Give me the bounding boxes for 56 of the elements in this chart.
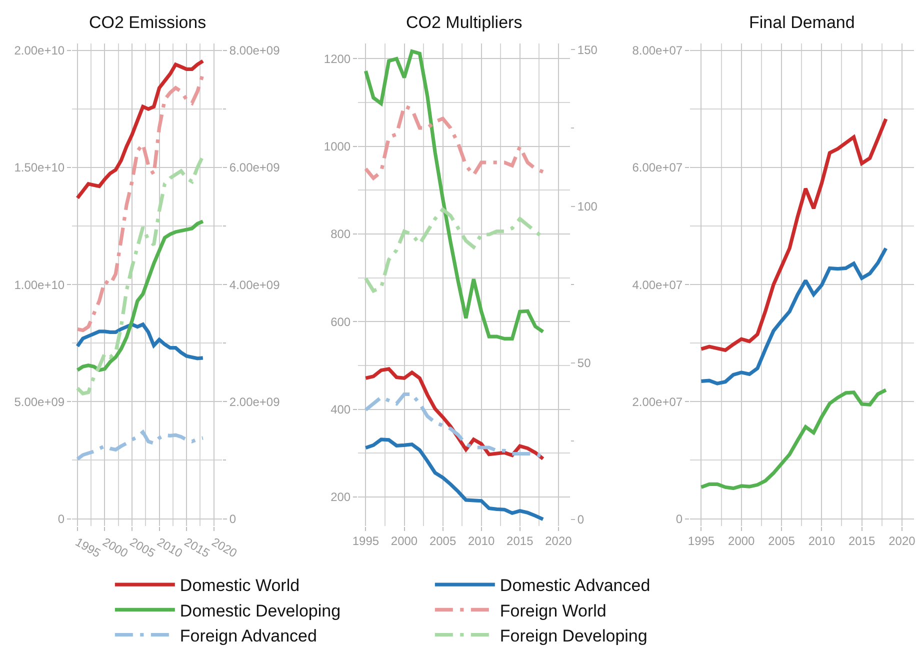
line-series <box>699 117 888 352</box>
y2-tick-label: 2.00e+09 <box>229 394 280 409</box>
chart-title: CO2 Emissions <box>89 13 206 32</box>
y-tick-label: 200 <box>330 490 351 504</box>
y2-tick-label: 150 <box>577 42 598 57</box>
y-tick-label: 5.00e+09 <box>14 394 65 409</box>
chart-title: CO2 Multipliers <box>406 13 522 32</box>
line-series <box>76 430 205 461</box>
y-tick-label: 1200 <box>324 52 351 66</box>
x-tick-label: 1995 <box>352 534 380 548</box>
x-tick-label: 2000 <box>390 534 418 548</box>
x-tick-label: 1995 <box>688 534 715 548</box>
legend-label: Foreign World <box>500 601 606 620</box>
y-tick-label: 400 <box>330 402 351 416</box>
x-tick-label: 2005 <box>429 534 456 548</box>
x-tick-label: 2015 <box>848 534 876 548</box>
y-tick-label: 0 <box>676 512 683 526</box>
line-series <box>364 104 545 180</box>
line-series <box>364 50 545 341</box>
x-tick-label: 2010 <box>808 534 836 548</box>
y-tick-label: 1.00e+10 <box>14 278 65 292</box>
x-tick-label: 2015 <box>506 534 534 548</box>
y-tick-label: 2.00e+07 <box>632 394 683 409</box>
y-tick-label: 4.00e+07 <box>632 278 683 292</box>
legend-label: Domestic Developing <box>180 601 341 620</box>
y2-tick-label: 8.00e+09 <box>229 44 280 58</box>
line-series <box>364 438 545 522</box>
legend-label: Foreign Developing <box>500 626 648 646</box>
y-tick-label: 0 <box>58 512 65 526</box>
y2-tick-label: 100 <box>577 199 598 214</box>
line-series <box>76 59 205 200</box>
x-tick-label: 2010 <box>468 534 496 548</box>
line-series <box>76 220 205 372</box>
y-tick-label: 2.00e+10 <box>14 44 65 58</box>
y-tick-label: 1000 <box>324 140 351 154</box>
x-tick-label: 2020 <box>545 534 572 548</box>
line-series <box>699 246 888 386</box>
x-tick-label: 2020 <box>888 534 916 548</box>
y2-tick-label: 6.00e+09 <box>229 160 280 175</box>
legend-label: Domestic Advanced <box>500 576 650 596</box>
y-tick-label: 1.50e+10 <box>14 160 65 175</box>
y-tick-label: 600 <box>330 314 351 329</box>
y2-tick-label: 0 <box>229 512 236 526</box>
line-series <box>76 322 205 360</box>
y2-tick-label: 50 <box>577 356 592 370</box>
legend-label: Foreign Advanced <box>180 626 317 646</box>
x-tick-label: 2000 <box>728 534 756 548</box>
y2-tick-label: 0 <box>577 512 584 527</box>
x-tick-label: 2005 <box>768 534 796 548</box>
chart-title: Final Demand <box>749 13 855 32</box>
legend-label: Domestic World <box>180 576 300 596</box>
y-tick-label: 8.00e+07 <box>632 44 683 58</box>
y-tick-label: 6.00e+07 <box>632 160 683 175</box>
line-series <box>699 388 888 490</box>
y-tick-label: 800 <box>330 227 351 242</box>
y2-tick-label: 4.00e+09 <box>229 278 280 292</box>
